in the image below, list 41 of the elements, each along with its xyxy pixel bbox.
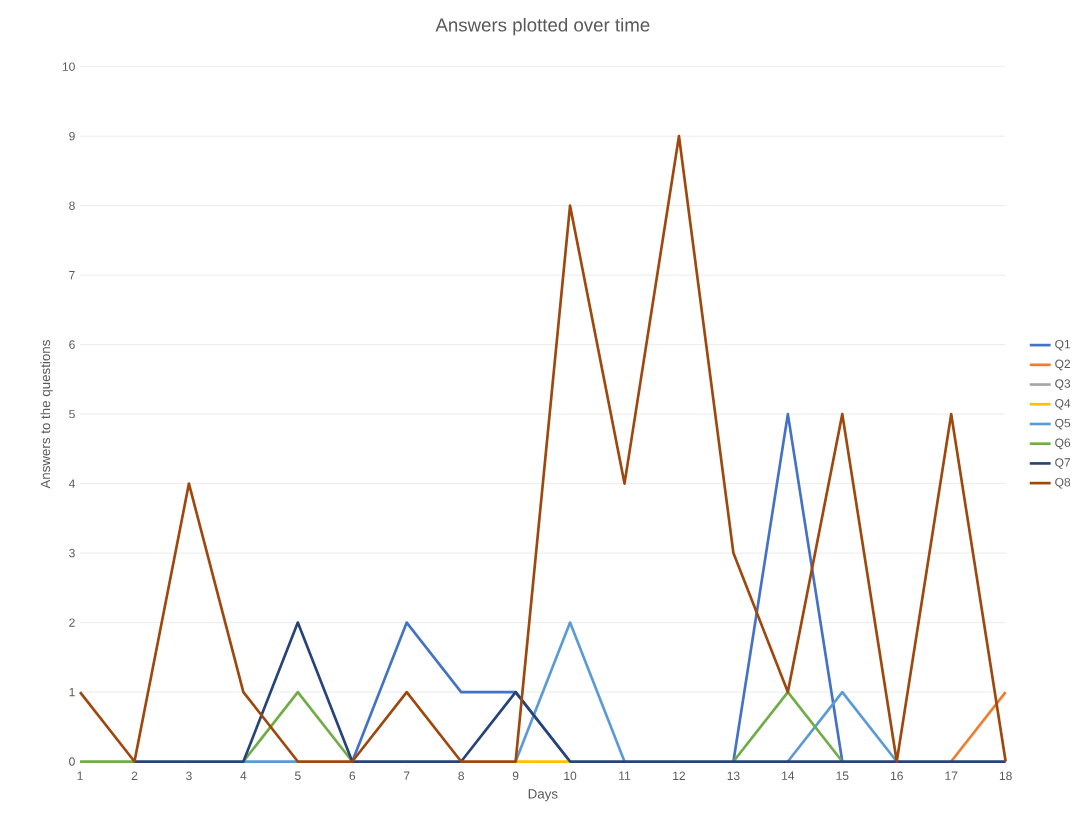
x-tick-label: 2 — [131, 771, 138, 781]
y-tick-label: 6 — [69, 340, 75, 349]
legend-label: Q7 — [1055, 458, 1071, 469]
y-tick-label: 5 — [69, 409, 75, 419]
x-tick-label: 14 — [782, 771, 795, 780]
legend-label: Q2 — [1055, 359, 1071, 371]
x-axis-title: Days — [528, 789, 558, 802]
y-axis-title: Answers to the questions — [40, 340, 53, 489]
y-tick-label: 1 — [69, 687, 75, 697]
line-series — [78, 134, 1007, 763]
x-tick-label: 13 — [727, 771, 740, 781]
y-tick-label: 7 — [69, 271, 75, 280]
x-tick-label: 4 — [240, 771, 247, 780]
y-tick-label: 4 — [68, 479, 75, 488]
x-tick-label: 7 — [403, 771, 410, 780]
y-tick-label: 2 — [69, 618, 75, 627]
x-tick-label: 18 — [999, 771, 1012, 781]
x-tick-label: 3 — [186, 771, 192, 781]
legend-label: Q6 — [1055, 438, 1071, 450]
y-tick-label: 0 — [69, 757, 75, 766]
x-tick-label: 17 — [945, 771, 958, 780]
y-tick-label: 10 — [62, 62, 75, 71]
chart-title: Answers plotted over time — [435, 17, 650, 36]
legend-label: Q8 — [1055, 477, 1071, 489]
y-tick-label: 3 — [69, 548, 75, 558]
x-tick-label: 15 — [836, 771, 849, 781]
legend-label: Q1 — [1055, 339, 1071, 351]
x-tick-label: 12 — [673, 771, 686, 781]
x-tick-label: 6 — [349, 771, 356, 781]
x-tick-label: 1 — [77, 771, 83, 780]
x-tick-label: 16 — [891, 771, 903, 781]
x-tick-label: 5 — [294, 771, 301, 781]
x-tick-label: 10 — [564, 771, 577, 781]
legend-label: Q5 — [1055, 418, 1071, 430]
x-tick-label: 9 — [512, 771, 519, 781]
x-tick-label: 11 — [619, 771, 631, 780]
y-tick-label: 9 — [69, 131, 75, 141]
legend-label: Q3 — [1055, 379, 1071, 391]
y-tick-label: 8 — [69, 201, 75, 210]
legend-label: Q4 — [1055, 399, 1071, 410]
x-tick-label: 8 — [458, 771, 464, 781]
